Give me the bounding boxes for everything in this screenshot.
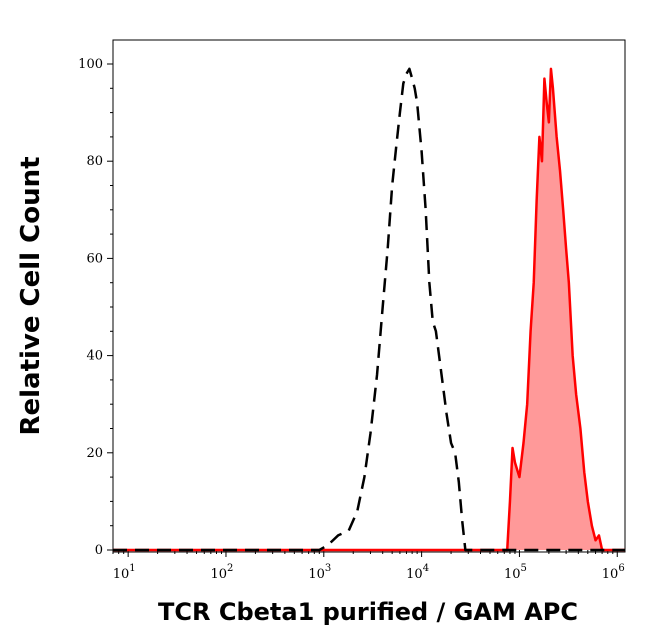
y-axis-title: Relative Cell Count bbox=[16, 156, 46, 435]
y-axis-ticks: 0 20 40 60 80 100 bbox=[78, 57, 113, 558]
x-tick-label: 101 bbox=[113, 563, 136, 582]
x-tick-label: 102 bbox=[211, 563, 234, 582]
x-tick-label: 106 bbox=[602, 563, 625, 582]
y-tick-label: 60 bbox=[86, 251, 103, 266]
x-tick-label: 103 bbox=[308, 563, 331, 582]
y-tick-label: 20 bbox=[86, 446, 103, 461]
x-tick-label: 104 bbox=[406, 563, 429, 582]
x-tick-label: 105 bbox=[504, 563, 527, 582]
y-tick-label: 80 bbox=[86, 154, 103, 169]
y-tick-label: 100 bbox=[78, 57, 103, 72]
negative-control-histogram-line bbox=[113, 67, 625, 552]
x-axis-ticks: 101 102 103 104 105 106 bbox=[112, 550, 625, 582]
positive-histogram-line bbox=[113, 67, 625, 552]
series-layer bbox=[113, 67, 625, 552]
plot-frame bbox=[112, 39, 626, 553]
y-tick-label: 40 bbox=[86, 349, 103, 364]
y-tick-label: 0 bbox=[95, 543, 103, 558]
positive-histogram-fill bbox=[113, 68, 625, 551]
x-axis-title: TCR Cbeta1 purified / GAM APC bbox=[158, 598, 578, 626]
